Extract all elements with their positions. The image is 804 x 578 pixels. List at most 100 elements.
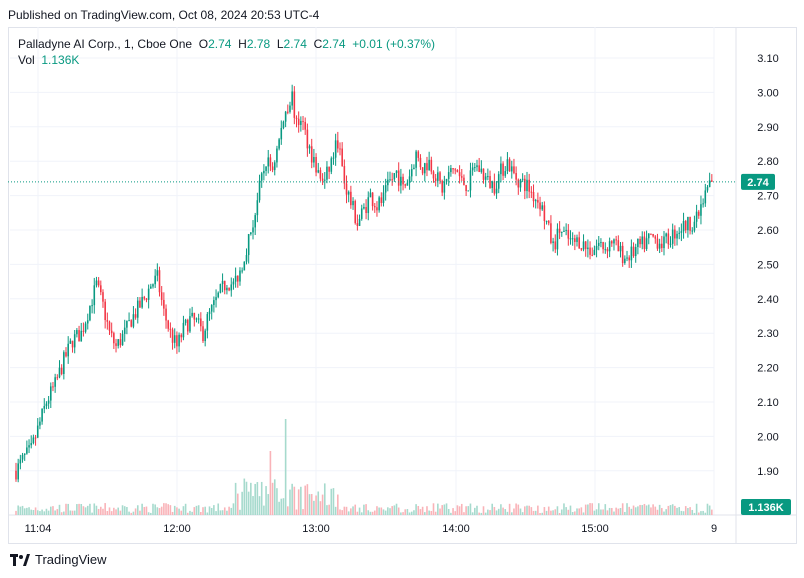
candle-body [260, 173, 263, 181]
candle-body [539, 202, 541, 210]
volume-bar [45, 508, 48, 515]
volume-bar [587, 504, 589, 515]
candle-body [421, 167, 424, 174]
volume-bar [310, 494, 313, 515]
volume-bar [295, 509, 298, 515]
volume-bar [284, 419, 287, 515]
candle-body [665, 233, 667, 237]
candle-body [643, 236, 646, 250]
candle-body [600, 242, 602, 244]
volume-bar [17, 505, 19, 515]
candle-body [661, 243, 663, 249]
volume-bar [537, 505, 539, 515]
volume-bar [589, 503, 591, 515]
volume-bar [413, 510, 415, 515]
volume-bar [219, 510, 222, 515]
volume-bar [406, 509, 409, 515]
candle-body [150, 286, 152, 289]
volume-bar [123, 506, 126, 515]
volume-bar [404, 509, 407, 515]
candle-body [484, 176, 487, 180]
candle-body [100, 285, 102, 293]
volume-bar [524, 506, 526, 515]
candle-body [402, 176, 404, 185]
volume-bar [397, 507, 400, 515]
candle-body [584, 241, 587, 250]
candle-body [252, 227, 254, 233]
volume-bar [539, 512, 541, 515]
candle-body [580, 248, 583, 250]
candle-body [108, 321, 111, 331]
volume-bar [517, 504, 520, 515]
volume-bar [63, 511, 65, 515]
candle-body [632, 246, 635, 257]
volume-bar [567, 509, 570, 515]
volume-bar [136, 505, 139, 515]
candle-body [158, 270, 161, 293]
chart-grid [8, 27, 797, 544]
candle-body [330, 158, 333, 172]
volume-bar [115, 509, 117, 515]
candle-body [656, 238, 659, 249]
candle-body [556, 228, 559, 250]
price-chart[interactable]: 3.10 3.00 2.90 2.80 2.70 2.60 2.50 2.40 2.30 2.20… [8, 27, 797, 544]
symbol-name: Palladyne AI Corp., 1, Cboe One [18, 37, 193, 51]
candle-body [15, 470, 17, 480]
candle-body [415, 151, 417, 168]
candle-body [278, 139, 280, 149]
volume-bar [415, 504, 417, 515]
candle-body [711, 180, 713, 182]
volume-bar [700, 511, 702, 515]
volume-bar [19, 506, 22, 515]
candle-body [317, 170, 320, 173]
candle-body [691, 230, 694, 232]
volume-bar [239, 509, 241, 515]
candle-body [454, 169, 457, 171]
candle-body [189, 316, 191, 332]
candle-body [160, 292, 163, 300]
candle-body [589, 247, 591, 255]
candle-body [171, 329, 174, 343]
candle-body [671, 229, 674, 244]
candle-body [491, 181, 494, 189]
candle-body [439, 172, 441, 181]
candle-body [310, 146, 313, 163]
volume-bar [323, 483, 326, 515]
volume-bar [515, 503, 517, 515]
candle-body [408, 176, 411, 183]
candle-body [273, 162, 276, 171]
volume-bar [432, 503, 435, 515]
candle-body [387, 179, 389, 186]
low-label: L [276, 37, 284, 51]
volume-bar [380, 507, 383, 515]
candle-body [178, 334, 180, 347]
candle-body [428, 159, 430, 171]
candle-body [380, 197, 383, 203]
volume-bar [352, 506, 354, 515]
candle-body [493, 181, 496, 194]
price-axis: 3.10 3.00 2.90 2.80 2.70 2.60 2.50 2.40 2.30 2.20… [757, 53, 778, 478]
candle-body [306, 129, 309, 149]
candle-body [304, 121, 307, 130]
volume-bar [504, 509, 507, 515]
high-value: 2.78 [246, 37, 271, 51]
candle-body [47, 400, 50, 404]
candle-body [154, 275, 156, 285]
price-tick-label: 2.90 [757, 122, 778, 134]
volume-bar [160, 506, 163, 515]
volume-bar [106, 511, 109, 515]
candle-body [645, 238, 648, 250]
volume-bar [624, 511, 626, 515]
candle-body [682, 220, 685, 232]
candle-body [254, 215, 256, 228]
volume-bar [117, 507, 119, 515]
volume-bar [437, 503, 439, 515]
volume-bar [23, 508, 26, 515]
volume-bar [141, 503, 143, 515]
tradingview-logo-icon [10, 553, 30, 566]
candle-body [186, 319, 189, 332]
time-tick-label: 13:00 [302, 523, 330, 535]
volume-bar [613, 511, 615, 515]
candle-body [443, 181, 446, 193]
candle-body [30, 443, 33, 446]
